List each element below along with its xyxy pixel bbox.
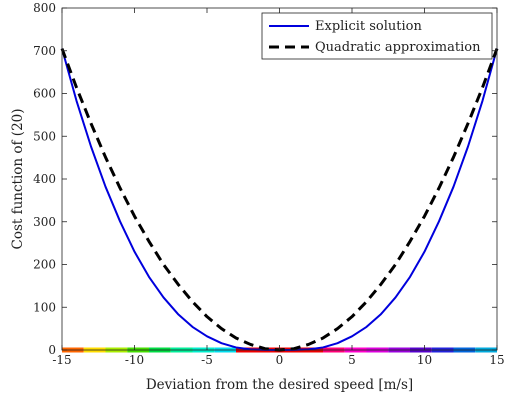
y-tick-label: 400 xyxy=(33,172,56,186)
y-tick-label: 0 xyxy=(48,343,56,357)
tick-labels: -15 -10 -5 0 5 10 15 0 100 200 300 400 500 600 700 800 xyxy=(33,1,505,367)
x-tick-label: 10 xyxy=(417,353,432,367)
y-tick-label: 200 xyxy=(33,258,56,272)
legend-label-quadratic-approximation: Quadratic approximation xyxy=(315,40,481,55)
legend-label-explicit-solution: Explicit solution xyxy=(315,19,422,34)
legend-box xyxy=(261,12,493,60)
legend: Explicit solution Quadratic approximatio… xyxy=(261,12,493,60)
x-tick-label: 15 xyxy=(489,353,504,367)
axes xyxy=(61,7,498,351)
plot-background xyxy=(62,8,497,350)
y-tick-label: 100 xyxy=(33,300,56,314)
plot-area xyxy=(62,8,497,350)
x-tick-label: -5 xyxy=(201,353,213,367)
x-tick-label: -15 xyxy=(52,353,71,367)
y-tick-label: 500 xyxy=(33,129,56,143)
y-tick-label: 300 xyxy=(33,215,56,229)
y-tick-label: 700 xyxy=(33,44,56,58)
x-axis-label: Deviation from the desired speed [m/s] xyxy=(146,377,413,393)
y-tick-label: 600 xyxy=(33,87,56,101)
x-tick-label: 5 xyxy=(348,353,356,367)
y-tick-label: 800 xyxy=(33,1,56,15)
x-tick-label: 0 xyxy=(276,353,284,367)
y-axis-label: Cost function of (20) xyxy=(10,108,26,249)
x-tick-label: -10 xyxy=(125,353,144,367)
